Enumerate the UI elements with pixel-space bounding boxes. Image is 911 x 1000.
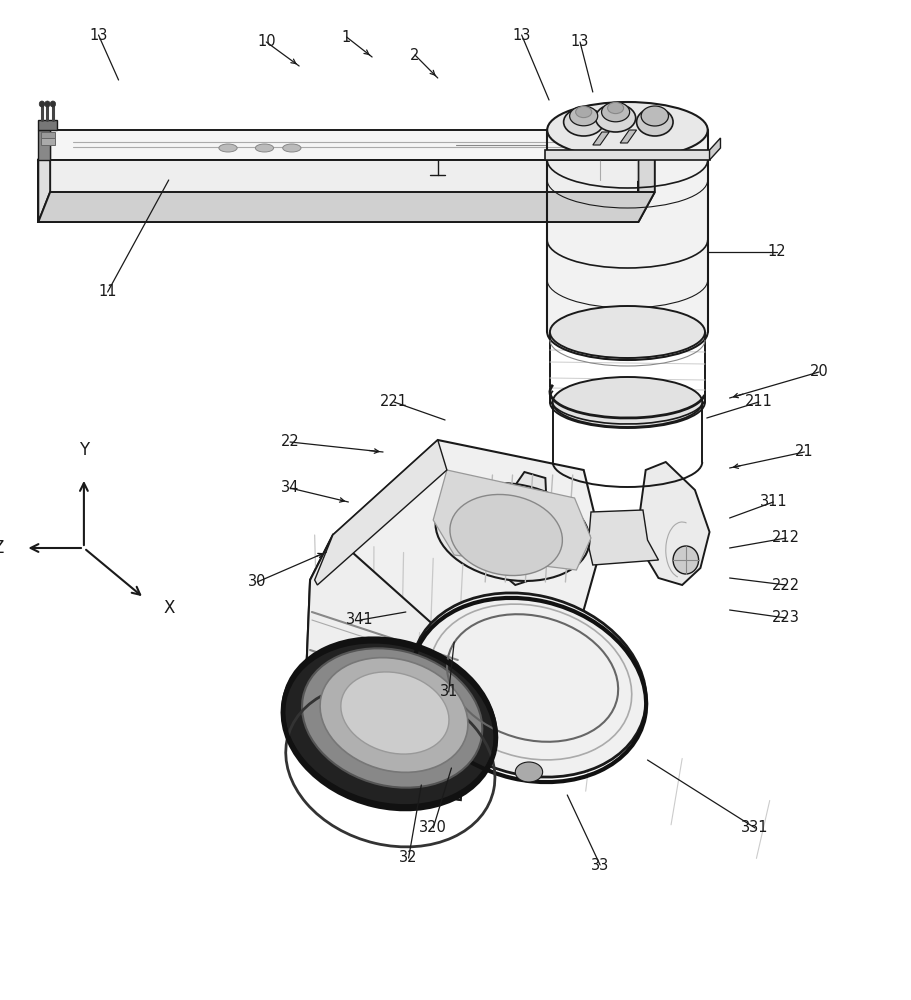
- Polygon shape: [588, 510, 658, 565]
- Ellipse shape: [607, 102, 623, 114]
- Ellipse shape: [672, 546, 698, 574]
- Text: 34: 34: [281, 481, 299, 495]
- Ellipse shape: [255, 144, 273, 152]
- Polygon shape: [640, 462, 709, 585]
- Ellipse shape: [219, 144, 237, 152]
- Polygon shape: [38, 130, 50, 160]
- Text: Y: Y: [78, 441, 89, 459]
- Text: 13: 13: [570, 34, 589, 49]
- Ellipse shape: [50, 101, 56, 107]
- Polygon shape: [38, 130, 50, 222]
- Polygon shape: [38, 130, 654, 160]
- Text: Z: Z: [0, 539, 4, 557]
- Polygon shape: [38, 120, 56, 130]
- Text: 221: 221: [380, 394, 407, 410]
- Text: 10: 10: [257, 34, 275, 49]
- Ellipse shape: [601, 102, 629, 122]
- Text: 13: 13: [89, 27, 107, 42]
- Text: 33: 33: [590, 857, 609, 872]
- Text: 341: 341: [346, 612, 374, 628]
- Text: 211: 211: [744, 394, 772, 410]
- Ellipse shape: [569, 106, 597, 126]
- Ellipse shape: [575, 106, 591, 118]
- Polygon shape: [38, 192, 654, 222]
- Text: 13: 13: [512, 27, 530, 42]
- Polygon shape: [619, 130, 636, 143]
- Text: 22: 22: [281, 434, 299, 450]
- Ellipse shape: [515, 762, 542, 782]
- Polygon shape: [492, 472, 547, 585]
- Ellipse shape: [45, 101, 50, 107]
- Ellipse shape: [552, 377, 701, 427]
- Ellipse shape: [547, 102, 707, 158]
- Polygon shape: [314, 440, 446, 585]
- Ellipse shape: [341, 672, 448, 754]
- Text: 21: 21: [794, 444, 813, 460]
- Ellipse shape: [282, 638, 496, 806]
- Ellipse shape: [563, 108, 603, 136]
- Text: 11: 11: [98, 284, 117, 300]
- Text: 223: 223: [772, 610, 799, 626]
- Ellipse shape: [282, 144, 301, 152]
- Text: 30: 30: [248, 574, 266, 589]
- Polygon shape: [41, 132, 55, 138]
- Polygon shape: [305, 440, 601, 800]
- Text: 331: 331: [741, 820, 768, 836]
- Ellipse shape: [39, 101, 45, 107]
- Text: 12: 12: [767, 244, 785, 259]
- Ellipse shape: [320, 658, 467, 772]
- Polygon shape: [547, 130, 707, 332]
- Text: 222: 222: [772, 578, 799, 592]
- Text: 32: 32: [399, 850, 417, 865]
- Text: X: X: [164, 599, 175, 617]
- Polygon shape: [490, 522, 545, 570]
- Polygon shape: [592, 132, 609, 145]
- Polygon shape: [41, 138, 55, 145]
- Polygon shape: [545, 150, 709, 160]
- Text: 31: 31: [439, 684, 457, 700]
- Text: 212: 212: [772, 530, 799, 546]
- Ellipse shape: [549, 306, 704, 358]
- Text: 1: 1: [342, 29, 351, 44]
- Text: 311: 311: [759, 494, 786, 510]
- Polygon shape: [638, 130, 654, 222]
- Ellipse shape: [302, 648, 482, 788]
- Ellipse shape: [449, 494, 562, 576]
- Text: 2: 2: [410, 47, 419, 62]
- Polygon shape: [305, 535, 474, 800]
- Ellipse shape: [411, 593, 646, 777]
- Polygon shape: [433, 470, 590, 570]
- Text: 320: 320: [419, 820, 446, 836]
- Ellipse shape: [636, 108, 672, 136]
- Text: 20: 20: [809, 364, 827, 379]
- Ellipse shape: [640, 106, 668, 126]
- Ellipse shape: [595, 104, 635, 132]
- Polygon shape: [38, 160, 638, 222]
- Ellipse shape: [435, 483, 589, 581]
- Polygon shape: [709, 138, 720, 160]
